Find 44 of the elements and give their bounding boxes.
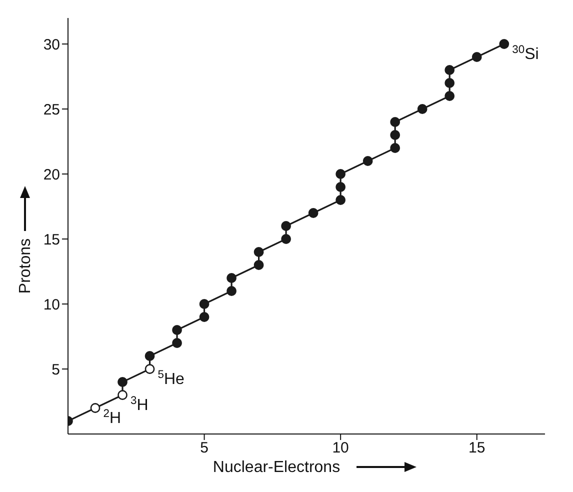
y-tick-label: 30	[43, 36, 60, 54]
point	[254, 247, 264, 257]
point	[444, 78, 455, 88]
point	[226, 273, 236, 283]
point	[226, 286, 236, 296]
point	[90, 403, 100, 413]
point	[362, 156, 373, 166]
x-tick-label: 10	[332, 440, 349, 457]
point	[172, 338, 182, 348]
point	[390, 117, 400, 127]
point	[118, 390, 128, 400]
x-tick-label: 15	[468, 440, 486, 457]
annotation: $^{2}$H	[103, 408, 122, 427]
point	[444, 65, 455, 75]
point	[144, 364, 155, 374]
x-tick-label: 5	[200, 440, 208, 457]
annotation: $^{3}$H	[130, 395, 148, 414]
point	[336, 182, 346, 192]
y-axis-title: Protons	[17, 238, 34, 294]
point	[199, 299, 210, 309]
point	[336, 169, 346, 179]
y-tick-label: 10	[43, 296, 60, 314]
point	[281, 221, 292, 231]
point	[118, 377, 128, 387]
point	[390, 143, 400, 153]
point	[499, 39, 510, 49]
point	[417, 104, 428, 114]
y-tick-label: 15	[43, 231, 60, 248]
point	[390, 130, 400, 140]
y-tick-label: 25	[43, 101, 60, 118]
point	[172, 325, 182, 335]
point	[254, 260, 264, 270]
point	[281, 234, 292, 244]
point	[336, 195, 346, 205]
point	[308, 208, 318, 218]
y-tick-label: 20	[43, 166, 60, 184]
annotation: $^{5}$He	[158, 369, 185, 388]
point	[444, 91, 455, 101]
point	[144, 351, 155, 361]
y-tick-label: 5	[52, 361, 60, 378]
point	[472, 52, 482, 62]
x-axis-title: Nuclear-Electrons	[212, 459, 340, 476]
annotation: $^{30}$Si	[512, 44, 539, 63]
point	[199, 312, 210, 322]
